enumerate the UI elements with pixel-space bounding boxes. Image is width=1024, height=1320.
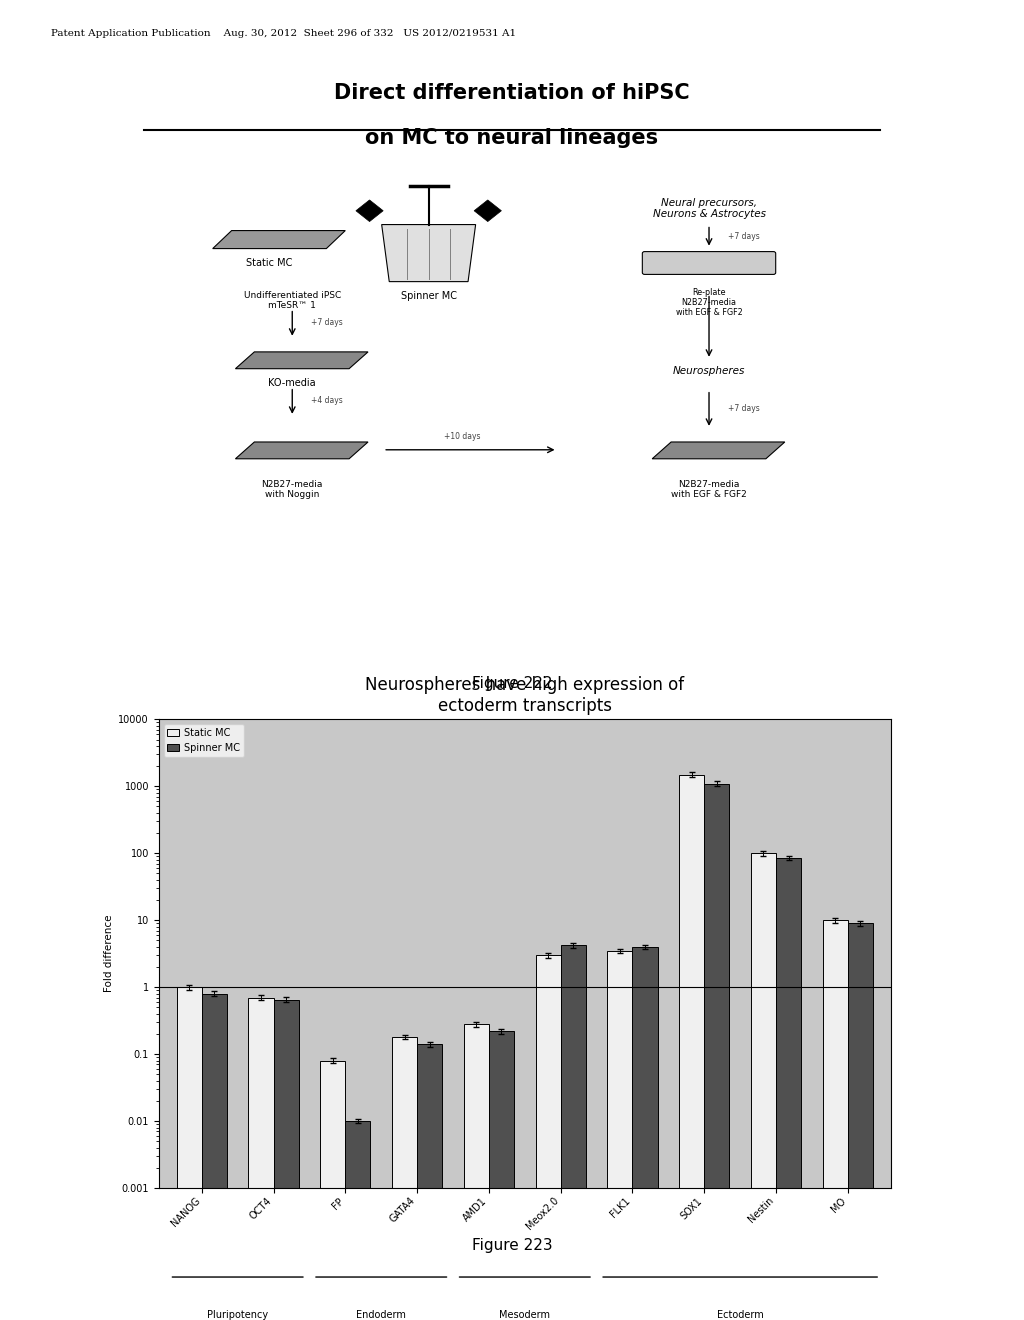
Text: Undifferentiated iPSC
mTeSR™ 1: Undifferentiated iPSC mTeSR™ 1	[244, 290, 341, 310]
Text: Mesoderm: Mesoderm	[500, 1309, 550, 1320]
Bar	[561, 945, 586, 1320]
Polygon shape	[213, 231, 345, 248]
Text: Re-plate
N2B27-media
with EGF & FGF2: Re-plate N2B27-media with EGF & FGF2	[676, 288, 742, 317]
Text: Figure 222: Figure 222	[472, 676, 552, 690]
Bar	[392, 1038, 417, 1320]
Bar	[822, 920, 848, 1320]
Bar	[417, 1044, 442, 1320]
Text: Patent Application Publication    Aug. 30, 2012  Sheet 296 of 332   US 2012/0219: Patent Application Publication Aug. 30, …	[51, 29, 516, 38]
Polygon shape	[382, 224, 475, 281]
Y-axis label: Fold difference: Fold difference	[104, 915, 115, 993]
Text: Pluripotency: Pluripotency	[207, 1309, 268, 1320]
Polygon shape	[652, 442, 784, 459]
Text: Neural precursors,
Neurons & Astrocytes: Neural precursors, Neurons & Astrocytes	[652, 198, 766, 219]
Text: +4 days: +4 days	[311, 396, 343, 405]
Bar	[679, 775, 705, 1320]
Bar	[536, 956, 561, 1320]
Text: +7 days: +7 days	[728, 232, 760, 242]
Bar	[776, 858, 801, 1320]
Text: Neurospheres: Neurospheres	[673, 366, 745, 376]
Text: Static MC: Static MC	[247, 257, 293, 268]
Text: Direct differentiation of hiPSC: Direct differentiation of hiPSC	[334, 83, 690, 103]
Legend: Static MC, Spinner MC: Static MC, Spinner MC	[164, 725, 244, 756]
Bar	[751, 853, 776, 1320]
FancyBboxPatch shape	[642, 252, 776, 275]
Bar	[273, 999, 299, 1320]
Bar	[202, 994, 227, 1320]
Polygon shape	[474, 199, 502, 222]
Polygon shape	[236, 442, 368, 459]
Bar	[488, 1031, 514, 1320]
Bar	[345, 1121, 371, 1320]
Bar	[249, 998, 273, 1320]
Polygon shape	[236, 352, 368, 368]
Polygon shape	[356, 199, 383, 222]
Bar	[321, 1060, 345, 1320]
Text: KO-media: KO-media	[268, 378, 316, 388]
Text: +7 days: +7 days	[311, 318, 343, 327]
Bar	[848, 923, 872, 1320]
Bar	[705, 784, 729, 1320]
Text: Endoderm: Endoderm	[356, 1309, 407, 1320]
Text: N2B27-media
with EGF & FGF2: N2B27-media with EGF & FGF2	[671, 479, 746, 499]
Title: Neurospheres have high expression of
ectoderm transcripts: Neurospheres have high expression of ect…	[366, 676, 684, 715]
Text: Ectoderm: Ectoderm	[717, 1309, 764, 1320]
Bar	[464, 1024, 488, 1320]
Text: +10 days: +10 days	[444, 432, 481, 441]
Text: on MC to neural lineages: on MC to neural lineages	[366, 128, 658, 148]
Text: N2B27-media
with Noggin: N2B27-media with Noggin	[261, 479, 323, 499]
Bar	[633, 946, 657, 1320]
Text: Spinner MC: Spinner MC	[400, 290, 457, 301]
Bar	[607, 950, 633, 1320]
Text: Figure 223: Figure 223	[472, 1238, 552, 1253]
Bar	[177, 987, 202, 1320]
Text: +7 days: +7 days	[728, 404, 760, 413]
